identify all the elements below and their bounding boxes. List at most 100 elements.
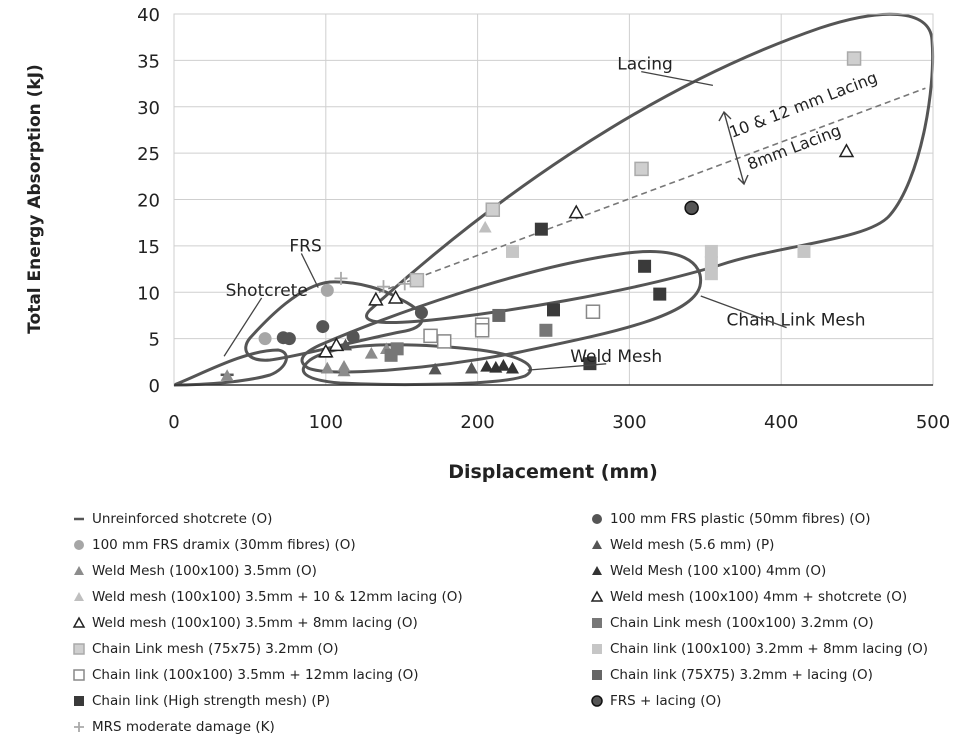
legend-item: 100 mm FRS plastic (50mm fibres) (O) [590,508,870,530]
data-point [506,361,520,374]
series-15 [492,308,506,322]
x-tick-label: 200 [460,412,494,433]
series-4 [368,143,855,306]
scatter-chart: 0 100 200 300 400 500 0 5 10 15 20 25 30 35 40 Lacing F… [25,5,950,483]
legend-marker-icon [74,722,84,732]
data-point [480,359,494,372]
legend-marker-icon [590,590,604,602]
legend-label: Weld Mesh (100x100) 3.5mm (O) [92,563,317,579]
series-1 [258,283,334,346]
legend-item: Chain Link mesh (100x100) 3.2mm (O) [590,612,874,634]
data-point [638,259,652,273]
series-11 [480,359,520,374]
legend-item: FRS + lacing (O) [590,690,721,712]
series-6 [423,304,601,349]
data-point [797,244,811,258]
legend-item: Weld mesh (100x100) 3.5mm + 10 & 12mm la… [72,586,463,608]
legend-marker-icon [592,540,602,549]
legend-label: 100 mm FRS plastic (50mm fibres) (O) [610,511,871,527]
data-point [704,267,718,281]
data-point [423,328,438,344]
x-tick-label: 100 [309,412,343,433]
data-point [492,308,506,322]
series-12 [318,337,345,358]
legend-marker-icon [73,643,85,655]
legend-label: Weld Mesh (100 x100) 4mm (O) [610,563,827,579]
legend: Unreinforced shotcrete (O) 100 mm FRS dra… [0,508,960,746]
x-tick-label: 300 [612,412,646,433]
legend-label: Chain link (75X75) 3.2mm + lacing (O) [610,667,873,683]
y-tick-label: 35 [137,51,160,72]
legend-label: Chain link (High strength mesh) (P) [92,693,331,709]
data-point [376,280,390,294]
data-point [320,283,334,297]
data-point [339,338,353,351]
legend-label: Chain link (100x100) 3.5mm + 12mm lacing… [92,667,419,683]
data-point [368,291,384,306]
legend-label: Chain link (100x100) 3.2mm + 8mm lacing … [610,641,928,657]
lacing-10-12-label: 10 & 12 mm Lacing [727,68,880,142]
series-13 [384,323,553,362]
y-tick-label: 10 [137,283,160,304]
legend-marker-icon [73,669,85,681]
axes: 0 100 200 300 400 500 0 5 10 15 20 25 30 35 40 [137,5,950,433]
data-point [583,357,597,371]
legend-marker-icon [591,695,603,707]
annotation-label: Chain Link Mesh [727,311,866,331]
data-point [539,323,553,337]
y-tick-label: 30 [137,98,160,119]
annotation-arrow [700,295,787,329]
legend-marker-icon [74,540,84,550]
legend-marker-icon [592,644,602,654]
series-5 [409,51,862,288]
annotation-arrow [300,253,319,288]
chain-link-envelope [300,250,703,374]
legend-label: Weld mesh (100x100) 4mm + shotcrete (O) [610,589,908,605]
data-point [220,369,234,381]
y-tick-label: 15 [137,237,160,258]
legend-marker-icon [74,566,84,575]
legend-label: FRS + lacing (O) [610,693,722,709]
legend-item: MRS moderate damage (K) [72,716,275,738]
data-points [220,51,862,381]
series-16 [684,200,699,216]
data-point [282,332,296,346]
lacing-envelope [365,12,935,324]
data-point [436,334,452,349]
annotation-label: Weld Mesh [570,347,662,367]
annotation-label: FRS [289,236,321,256]
series-9 [276,306,428,346]
legend-marker-icon [74,592,84,601]
series-7 [534,222,667,371]
y-tick-label: 0 [149,376,160,397]
data-point [704,244,718,258]
frs-envelope [244,280,424,362]
data-point [704,256,718,270]
legend-label: Chain Link mesh (100x100) 3.2mm (O) [610,615,874,631]
data-point [634,161,649,177]
legend-item: Weld mesh (100x100) 3.5mm + 8mm lacing (… [72,612,418,634]
series-8 [334,271,412,294]
data-point [547,303,560,317]
legend-item: Chain link (75X75) 3.2mm + lacing (O) [590,664,873,686]
data-point [334,271,348,285]
legend-marker-icon [592,566,602,575]
legend-item: Weld mesh (5.6 mm) (P) [590,534,774,556]
data-point [428,362,442,375]
lacing-range-arrow [718,110,749,186]
legend-item: Chain link (100x100) 3.5mm + 12mm lacing… [72,664,419,686]
data-point [506,244,520,258]
data-point [316,320,330,334]
annotation-label: Lacing [617,55,673,75]
annotation-arrow [641,71,714,87]
legend-marker-icon [74,517,84,521]
legend-label: Weld mesh (100x100) 3.5mm + 8mm lacing (… [92,615,418,631]
legend-marker-icon [592,514,602,524]
data-point [496,359,510,371]
data-point [684,200,699,216]
y-tick-label: 25 [137,144,160,165]
data-point [465,361,479,374]
data-point [398,277,412,291]
legend-item: Weld Mesh (100 x100) 4mm (O) [590,560,826,582]
data-point [478,220,492,233]
